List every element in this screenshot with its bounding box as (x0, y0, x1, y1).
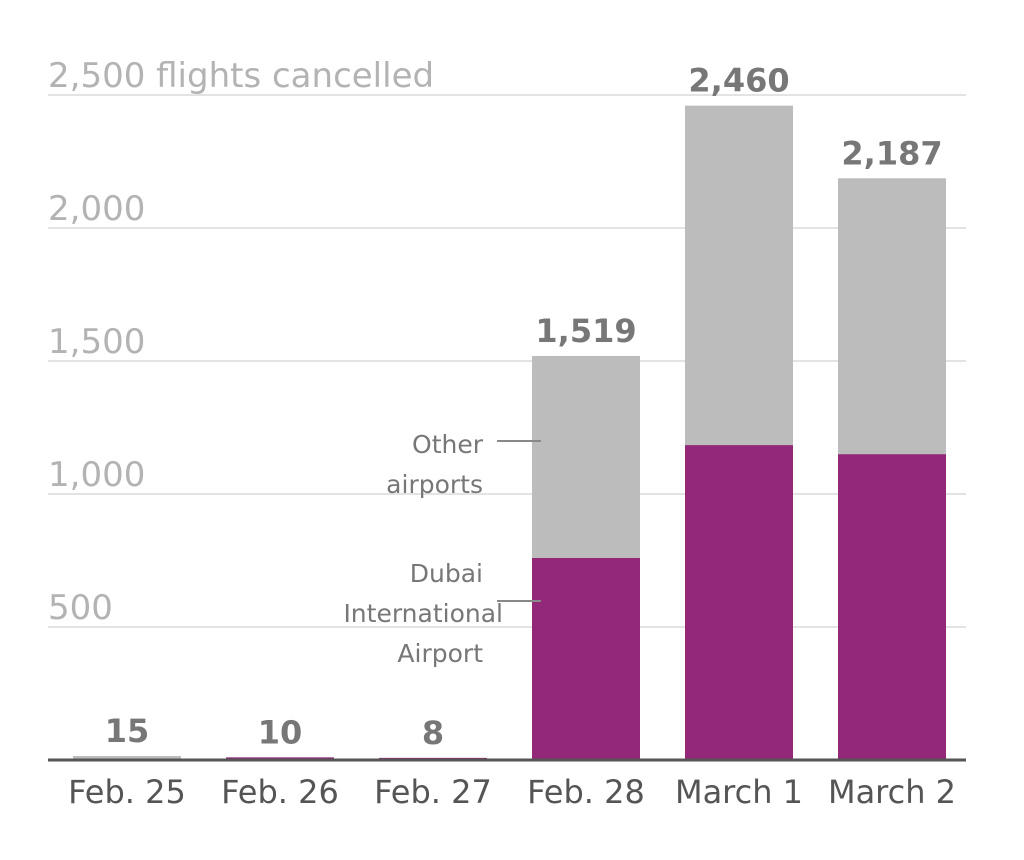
y-tick-label: 500 (48, 588, 113, 628)
bar-other-airports (532, 355, 640, 558)
annotation-other-airports: airports (386, 470, 483, 499)
annotation-dubai-airport: Dubai (410, 559, 483, 588)
x-tick-label: Feb. 25 (68, 773, 186, 811)
x-tick-label: Feb. 27 (374, 773, 492, 811)
bar-dubai-international-airport (838, 454, 946, 760)
y-tick-label: 1,000 (48, 455, 145, 495)
bar-dubai-international-airport (532, 557, 640, 760)
total-label: 10 (258, 713, 303, 751)
total-label: 15 (105, 712, 150, 750)
annotation-dubai-airport: International (343, 599, 503, 628)
y-tick-label: 1,500 (48, 322, 145, 362)
x-tick-label: Feb. 28 (527, 773, 645, 811)
bar-other-airports (73, 756, 181, 759)
annotation-dubai-airport: Airport (397, 639, 483, 668)
total-label: 1,519 (535, 312, 636, 350)
x-tick-label: March 1 (675, 773, 803, 811)
total-label: 2,187 (841, 134, 942, 172)
annotation-other-airports: Other (412, 430, 484, 459)
total-label: 2,460 (688, 62, 789, 100)
bar-other-airports (685, 105, 793, 446)
bar-other-airports (838, 178, 946, 455)
total-label: 8 (422, 714, 444, 752)
x-tick-label: March 2 (828, 773, 956, 811)
x-tick-label: Feb. 26 (221, 773, 339, 811)
y-tick-label: 2,000 (48, 189, 145, 229)
bar-dubai-international-airport (685, 445, 793, 760)
y-tick-label: 2,500 flights cancelled (48, 56, 434, 96)
